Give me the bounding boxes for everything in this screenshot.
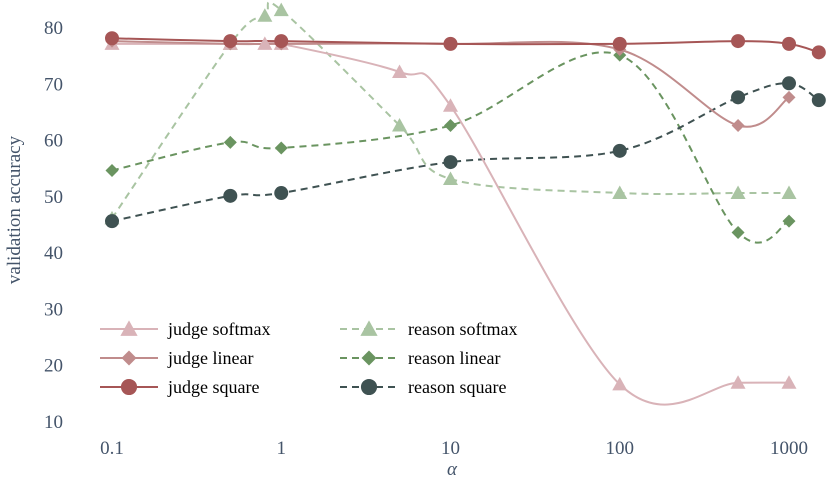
data-point-marker	[731, 225, 745, 239]
legend-label: reason linear	[408, 348, 500, 368]
legend-swatch-marker	[120, 378, 138, 396]
x-tick-label: 1	[277, 438, 287, 459]
data-point-marker	[612, 36, 627, 51]
data-point-marker	[730, 375, 746, 389]
data-point-marker	[443, 155, 458, 170]
data-point-marker	[612, 185, 628, 200]
series-line	[111, 51, 790, 244]
y-tick-label: 80	[44, 18, 63, 39]
data-point-marker	[811, 93, 826, 108]
x-tick-label: 0.1	[100, 438, 124, 459]
series-line	[111, 40, 790, 128]
series-line	[111, 82, 820, 223]
data-point-marker	[731, 119, 745, 132]
legend-label: judge softmax	[167, 319, 270, 339]
y-tick-label: 40	[44, 243, 63, 264]
legend-label: judge linear	[167, 348, 253, 368]
data-point-marker	[731, 34, 746, 49]
y-tick-label: 60	[44, 131, 63, 152]
y-tick-label: 20	[44, 356, 63, 377]
data-point-marker	[392, 118, 408, 132]
x-tick-label: 10	[441, 438, 460, 459]
data-point-marker	[105, 214, 119, 229]
data-point-marker	[105, 31, 119, 46]
data-point-marker	[612, 376, 628, 391]
data-point-marker	[392, 64, 408, 79]
x-tick-label: 1000	[770, 438, 808, 459]
data-point-marker	[731, 90, 746, 105]
data-point-marker	[223, 188, 238, 203]
x-axis-label: α	[447, 459, 458, 480]
data-point-marker	[443, 98, 458, 112]
data-point-marker	[443, 36, 458, 51]
y-tick-label: 70	[44, 74, 63, 95]
data-point-marker	[257, 36, 273, 50]
data-point-marker	[782, 76, 796, 91]
legend-swatch-marker	[360, 320, 378, 336]
data-point-marker	[444, 119, 457, 132]
data-point-marker	[257, 8, 273, 22]
data-point-marker	[223, 135, 237, 149]
legend-swatch-marker	[121, 350, 137, 366]
data-point-marker	[105, 164, 119, 178]
data-point-marker	[273, 2, 289, 17]
data-point-marker	[781, 375, 797, 389]
y-axis-label: validation accuracy	[4, 135, 25, 284]
legend-label: reason softmax	[408, 319, 517, 339]
data-point-marker	[730, 185, 746, 200]
legend: judge softmax judge linear judge square rea…	[100, 319, 517, 397]
legend-label: reason square	[408, 377, 506, 397]
data-point-marker	[274, 141, 288, 155]
data-point-marker	[612, 143, 627, 158]
y-tick-label: 10	[44, 412, 63, 433]
series-lines	[111, 1, 820, 406]
y-tick-label: 50	[44, 187, 63, 208]
x-tick-label: 100	[606, 438, 635, 459]
legend-swatch-marker	[120, 320, 138, 336]
data-point-marker	[223, 34, 238, 49]
data-point-marker	[811, 45, 826, 60]
series-line	[111, 37, 820, 54]
data-point-marker	[782, 214, 796, 228]
data-point-marker	[274, 34, 289, 49]
data-point-marker	[782, 36, 796, 51]
series-markers	[104, 2, 826, 391]
axis-ticks: 10 20 30 40 50 60 70 80 0.1 1 10 100 1000	[44, 18, 808, 459]
data-point-marker	[782, 90, 796, 104]
legend-label: judge square	[167, 377, 259, 397]
data-point-marker	[443, 171, 458, 185]
data-point-marker	[781, 185, 797, 200]
y-tick-label: 30	[44, 299, 63, 320]
legend-swatch-marker	[360, 378, 378, 396]
data-point-marker	[274, 186, 289, 201]
legend-swatch-marker	[361, 350, 377, 366]
